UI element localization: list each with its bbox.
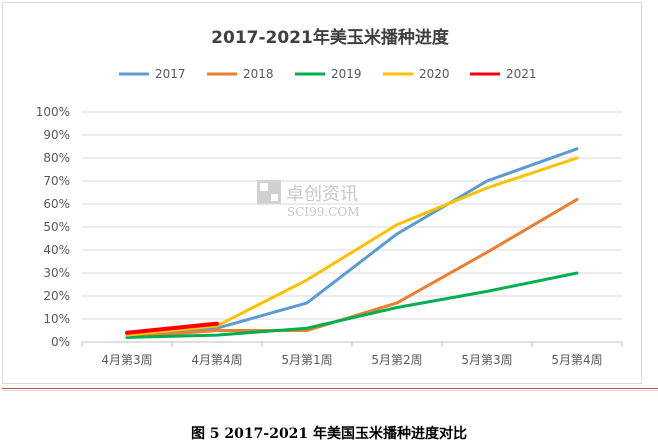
watermark-text-en: SCI99.COM [287, 205, 360, 219]
legend: 2017 2018 2019 2020 2021 [119, 67, 537, 81]
y-tick-label: 30% [43, 266, 70, 280]
chart-frame [2, 2, 642, 384]
series-line-2021 [125, 321, 219, 335]
y-tick-label: 80% [43, 151, 70, 165]
legend-label-2017: 2017 [155, 67, 186, 81]
x-tick-label: 5月第2周 [371, 353, 422, 367]
legend-label-2020: 2020 [419, 67, 450, 81]
watermark-logo: 卓创资讯 SCI99.COM [257, 180, 360, 219]
series-line-2020 [125, 156, 579, 337]
y-tick-label: 0% [51, 335, 70, 349]
figure-caption: 图 5 2017-2021 年美国玉米播种进度对比 [190, 426, 468, 442]
watermark-text-cn: 卓创资讯 [286, 184, 358, 205]
y-tick-label: 50% [43, 220, 70, 234]
x-tick-label: 4月第4周 [191, 353, 242, 367]
x-tick-label: 5月第1周 [281, 353, 332, 367]
y-tick-label: 90% [43, 128, 70, 142]
divider-red [2, 388, 658, 389]
x-axis-ticks: 4月第3周 4月第4周 5月第1周 5月第2周 5月第3周 5月第4周 [81, 342, 623, 367]
x-tick-label: 5月第4周 [551, 353, 602, 367]
y-tick-label: 70% [43, 174, 70, 188]
y-tick-label: 60% [43, 197, 70, 211]
legend-label-2021: 2021 [506, 67, 537, 81]
gridlines [82, 111, 622, 320]
line-chart: 2017-2021年美玉米播种进度 卓创资讯 SCI99.COM 0% 10% 20… [36, 27, 623, 367]
legend-label-2019: 2019 [331, 67, 362, 81]
divider-gray [2, 390, 658, 391]
chart-title: 2017-2021年美玉米播种进度 [211, 27, 450, 48]
x-tick-label: 5月第3周 [461, 353, 512, 367]
series-line-2019 [125, 271, 579, 339]
series-lines [125, 147, 579, 339]
x-tick-label: 4月第3周 [101, 353, 152, 367]
legend-label-2018: 2018 [243, 67, 274, 81]
y-tick-label: 100% [36, 105, 70, 119]
series-line-2017 [125, 147, 579, 339]
y-axis-ticks: 0% 10% 20% 30% 40% 50% 60% 70% 80% 90% 100% [36, 105, 70, 349]
y-tick-label: 40% [43, 243, 70, 257]
y-tick-label: 10% [43, 312, 70, 326]
y-tick-label: 20% [43, 289, 70, 303]
